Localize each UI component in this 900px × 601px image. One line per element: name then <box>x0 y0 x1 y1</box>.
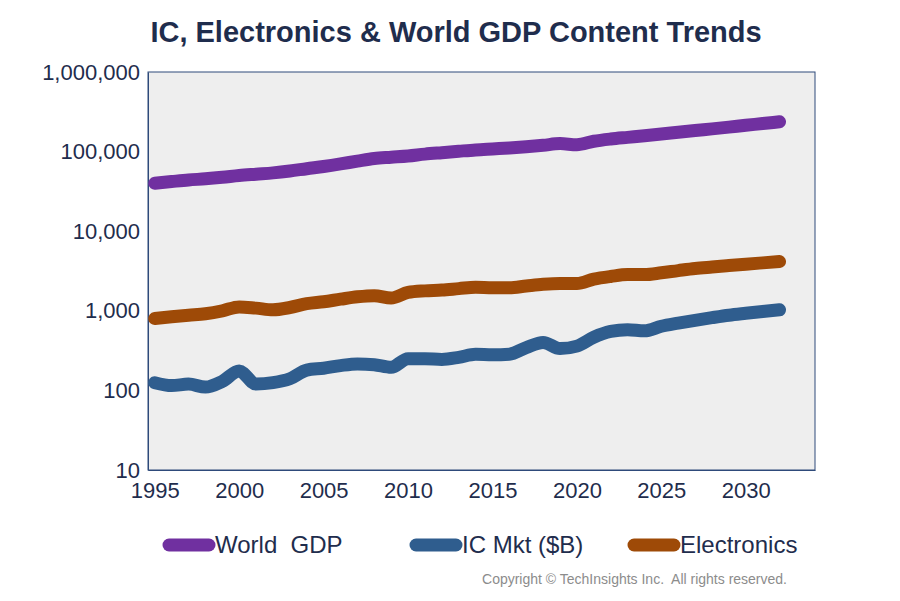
y-tick-label: 10,000 <box>73 219 140 244</box>
y-tick-label: 1,000 <box>85 298 140 323</box>
y-tick: 100 <box>103 378 148 403</box>
x-tick: 2020 <box>553 470 602 503</box>
y-axis: 101001,00010,000100,0001,000,000 <box>42 60 148 483</box>
chart: 101001,00010,000100,0001,000,00019952000… <box>0 0 900 601</box>
y-tick: 1,000,000 <box>42 60 148 85</box>
lines <box>155 122 780 387</box>
x-tick-label: 2020 <box>553 478 602 503</box>
y-tick: 100,000 <box>60 139 148 164</box>
x-axis-line <box>149 470 816 471</box>
x-axis: 1995 2000 2005 2010 2015 2020 2025 2030 <box>131 470 816 503</box>
x-tick-label: 1995 <box>131 478 180 503</box>
legend-label: IC Mkt ($B) <box>462 531 583 558</box>
x-tick: 2025 <box>637 470 686 503</box>
x-tick: 2000 <box>215 470 264 503</box>
legend-swatch <box>416 539 456 552</box>
x-tick: 1995 <box>131 470 180 503</box>
x-tick-label: 2005 <box>300 478 349 503</box>
x-tick-label: 2015 <box>468 478 517 503</box>
legend-swatch <box>169 539 209 552</box>
plot-area <box>148 72 815 470</box>
x-tick: 2005 <box>300 470 349 503</box>
x-tick: 2015 <box>468 470 517 503</box>
annotation: Copyright © TechInsights Inc. All rights… <box>482 571 787 587</box>
legend-swatch <box>634 539 674 552</box>
series-line <box>155 122 780 184</box>
series-line <box>155 262 780 319</box>
legend-label: Electronics <box>680 531 797 558</box>
y-tick-label: 100 <box>103 378 140 403</box>
y-tick: 10,000 <box>73 219 148 244</box>
y-tick: 1,000 <box>85 298 148 323</box>
x-tick-label: 2000 <box>215 478 264 503</box>
x-tick: 2010 <box>384 470 433 503</box>
legend: World GDP IC Mkt ($B) Electronics <box>169 531 797 558</box>
y-axis-line <box>148 73 149 471</box>
x-tick-label: 2025 <box>637 478 686 503</box>
series-line <box>155 310 780 387</box>
x-tick: 2030 <box>722 470 771 503</box>
x-tick-label: 2030 <box>722 478 771 503</box>
legend-label: World GDP <box>215 531 343 558</box>
y-tick-label: 100,000 <box>60 139 140 164</box>
title: IC, Electronics & World GDP Content Tren… <box>150 16 761 48</box>
y-tick-label: 1,000,000 <box>42 60 140 85</box>
x-tick-label: 2010 <box>384 478 433 503</box>
